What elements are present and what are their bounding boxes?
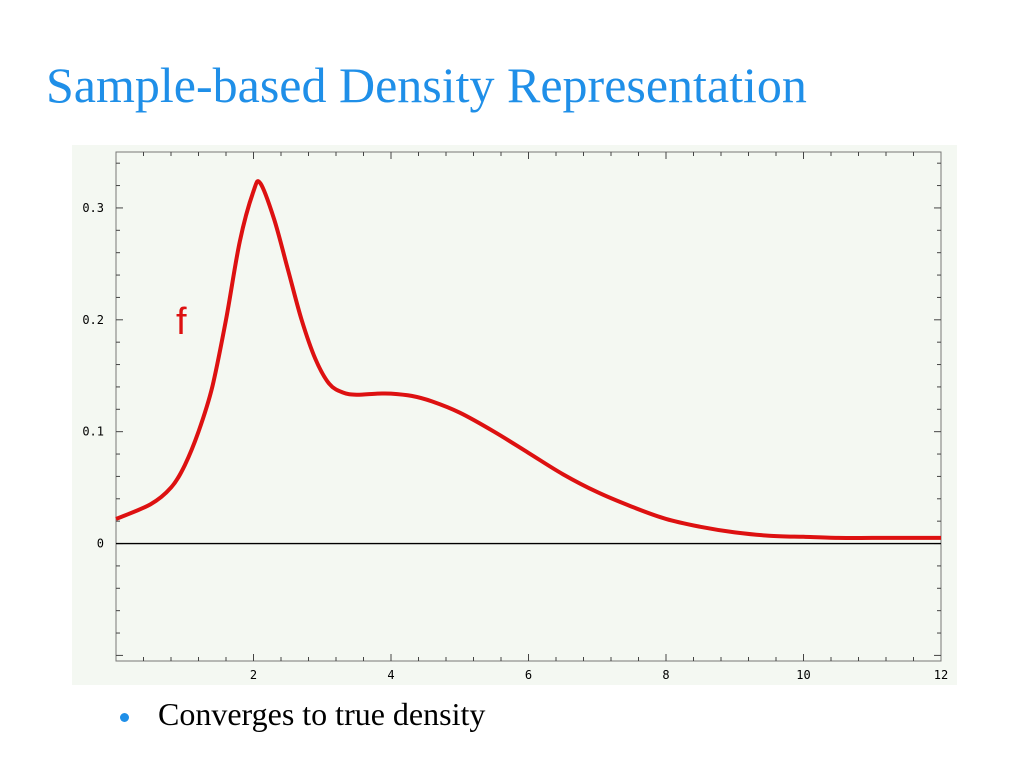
density-curve [115, 179, 941, 540]
bullet-text: Converges to true density [158, 696, 486, 732]
bullet-dot-icon [120, 713, 129, 722]
plot-frame [115, 151, 942, 662]
slide-title: Sample-based Density Representation [46, 57, 807, 113]
x-tick-label: 10 [796, 668, 810, 682]
x-tick-label: 12 [934, 668, 948, 682]
bullet-item: Converges to true density [120, 696, 485, 733]
x-tick-label: 6 [525, 668, 532, 682]
x-tick-label: 2 [250, 668, 257, 682]
x-tick-label: 8 [662, 668, 669, 682]
density-chart: 2 4 6 8 10 12 0 0.1 0.2 0.3 f [72, 145, 957, 685]
y-tick-label: 0.2 [82, 313, 104, 327]
curve-label-f: f [176, 301, 187, 343]
x-tick-label: 4 [387, 668, 394, 682]
y-tick-label: 0 [97, 537, 104, 551]
y-tick-label: 0.1 [82, 425, 104, 439]
density-chart-svg: 2 4 6 8 10 12 0 0.1 0.2 0.3 f [82, 151, 948, 682]
y-tick-label: 0.3 [82, 201, 104, 215]
